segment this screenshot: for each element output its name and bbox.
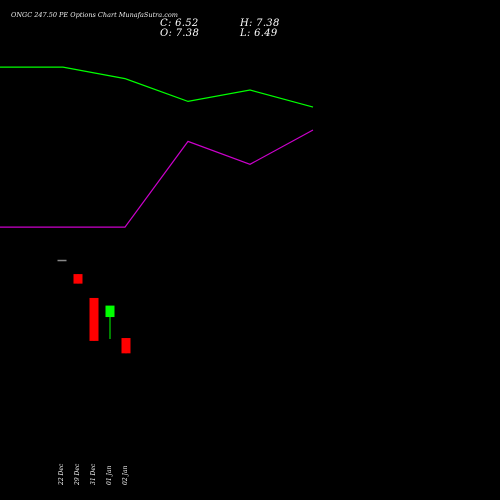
candle-body xyxy=(73,274,83,284)
green-line-series xyxy=(0,66,314,108)
purple-line-series xyxy=(0,129,314,228)
x-tick-label: 29 Dec xyxy=(74,463,81,485)
candle-body xyxy=(121,338,131,354)
chart-title: ONGC 247.50 PE Options Chart MunafaSutra… xyxy=(11,11,178,19)
candle-body xyxy=(89,297,99,341)
high-value: H: 7.38 xyxy=(240,18,280,29)
x-tick-label: 31 Dec xyxy=(90,463,97,485)
close-value: C: 6.52 xyxy=(160,18,199,29)
candle-body xyxy=(57,259,67,262)
x-tick-label: 01 Jan xyxy=(106,465,113,485)
x-tick-label: 22 Dec xyxy=(58,463,65,485)
open-value: O: 7.38 xyxy=(160,28,200,39)
candle-body xyxy=(105,305,115,318)
low-value: L: 6.49 xyxy=(240,28,278,39)
x-tick-label: 02 Jan xyxy=(122,465,129,485)
